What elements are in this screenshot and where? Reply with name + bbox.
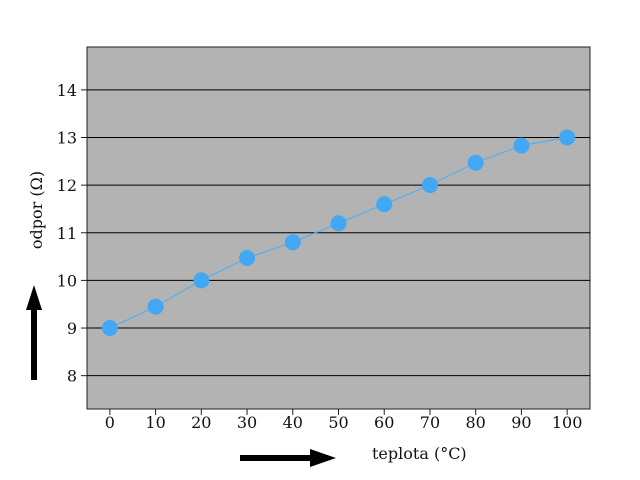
y-tick-label: 9	[67, 319, 77, 338]
data-point-1	[147, 298, 164, 315]
x-arrow-icon	[240, 449, 336, 467]
x-tick-label: 40	[283, 413, 303, 432]
x-tick-label: 20	[191, 413, 211, 432]
data-point-6	[376, 196, 393, 213]
data-point-9	[513, 137, 530, 154]
data-point-10	[559, 129, 576, 146]
x-tick-labels: 0 10 20 30 40 50 60 70 80 90 100	[105, 409, 583, 432]
data-point-4	[284, 234, 301, 251]
y-tick-label: 8	[67, 367, 77, 386]
y-tick-label: 11	[57, 224, 77, 243]
data-point-2	[193, 272, 210, 289]
y-tick-label: 10	[57, 271, 77, 290]
series-1	[101, 129, 576, 337]
x-tick-label: 30	[237, 413, 257, 432]
data-point-0	[101, 320, 118, 337]
data-point-5	[330, 215, 347, 232]
y-tick-label: 14	[57, 81, 77, 100]
x-tick-label: 60	[374, 413, 394, 432]
y-tick-label: 12	[57, 176, 77, 195]
x-tick-label: 80	[466, 413, 486, 432]
x-tick-label: 50	[328, 413, 348, 432]
data-point-8	[467, 154, 484, 171]
data-point-3	[239, 250, 256, 267]
x-tick-label: 70	[420, 413, 440, 432]
x-tick-label: 10	[145, 413, 165, 432]
x-axis-label: teplota (°C)	[372, 444, 467, 463]
data-point-7	[421, 177, 438, 194]
x-tick-label: 0	[105, 413, 115, 432]
x-tick-label: 100	[552, 413, 583, 432]
y-tick-labels: 8 9 10 11 12 13 14	[57, 81, 87, 386]
x-tick-label: 90	[511, 413, 531, 432]
y-tick-label: 13	[57, 129, 77, 148]
gridlines	[87, 89, 590, 377]
y-axis-label: odpor (Ω)	[27, 171, 46, 249]
y-arrow-icon	[26, 285, 42, 380]
